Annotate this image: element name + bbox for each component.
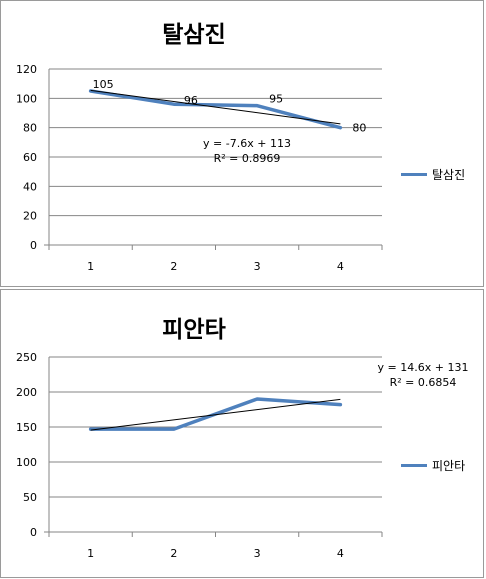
chart-strikeouts: 탈삼진 0 20 40 60 80 100 120 1 2 3 4 105 96 95 80 y = -7.… [0, 0, 484, 287]
trendline [90, 89, 341, 125]
y-tick-label: 50 [23, 491, 37, 504]
legend-label: 피안타 [432, 459, 466, 473]
chart-title: 피안타 [162, 317, 226, 343]
x-tick-label: 3 [254, 260, 261, 273]
series-line [88, 89, 343, 130]
data-label: 95 [269, 93, 283, 106]
x-tick-label: 4 [337, 547, 344, 560]
legend-swatch [401, 173, 427, 176]
y-tick-label: 60 [23, 151, 37, 164]
data-label: 105 [93, 78, 114, 91]
legend: 피안타 [401, 457, 465, 474]
y-tick-label: 40 [23, 180, 37, 193]
y-tick-label: 20 [23, 210, 37, 223]
trendline-equation: y = 14.6x + 131 [377, 361, 469, 374]
legend: 탈삼진 [401, 166, 465, 183]
y-tick-label: 120 [16, 63, 37, 76]
trendline-equation: y = -7.6x + 113 [203, 137, 291, 150]
y-tick-label: 0 [30, 239, 37, 252]
y-tick-label: 100 [16, 456, 37, 469]
x-tick-label: 2 [170, 547, 177, 560]
x-tick-label: 3 [254, 547, 261, 560]
x-tick-label: 4 [337, 260, 344, 273]
trendline-equation-block: y = -7.6x + 113 R² = 0.8969 [197, 136, 297, 166]
trendline-equation-block: y = 14.6x + 131 R² = 0.6854 [373, 360, 473, 390]
y-tick-label: 250 [16, 351, 37, 364]
x-tick-label: 2 [170, 260, 177, 273]
legend-label: 탈삼진 [432, 168, 466, 182]
trendline-r-squared: R² = 0.8969 [213, 152, 281, 165]
chart-plot-area: 0 20 40 60 80 100 120 1 2 3 4 105 96 95 80 [16, 63, 383, 273]
chart-hits-allowed: 피안타 0 50 100 150 200 250 1 2 3 4 y = 14.6x + 131 … [0, 289, 484, 578]
y-tick-label: 80 [23, 122, 37, 135]
chart-title: 탈삼진 [162, 22, 226, 48]
series-line [88, 397, 343, 431]
y-tick-label: 0 [30, 526, 37, 539]
legend-swatch [401, 464, 427, 467]
trendline [90, 398, 341, 431]
chart-plot-area: 0 50 100 150 200 250 1 2 3 4 [16, 351, 383, 560]
y-tick-label: 100 [16, 92, 37, 105]
x-tick-label: 1 [87, 547, 94, 560]
y-tick-label: 150 [16, 421, 37, 434]
trendline-r-squared: R² = 0.6854 [389, 376, 457, 389]
data-label: 96 [184, 94, 198, 107]
data-label: 80 [352, 122, 366, 135]
x-tick-label: 1 [87, 260, 94, 273]
y-tick-label: 200 [16, 386, 37, 399]
